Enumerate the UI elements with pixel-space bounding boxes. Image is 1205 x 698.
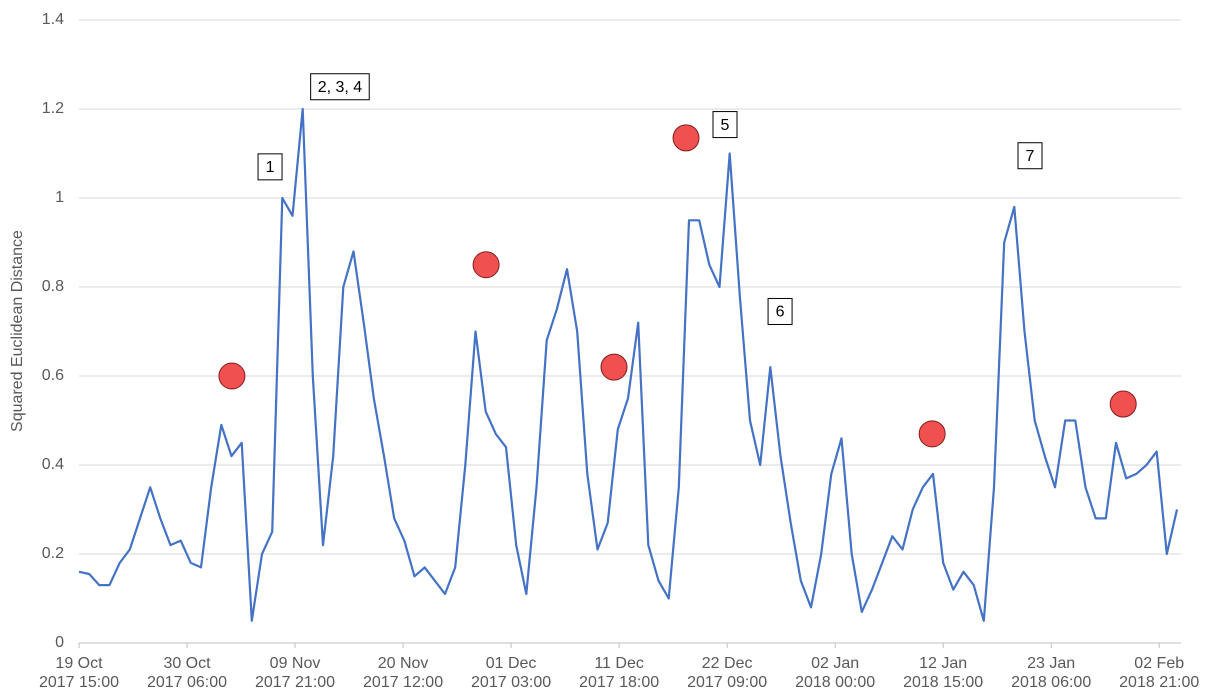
- x-tick-label: 11 Dec 2017 18:00: [579, 655, 660, 691]
- y-axis-label: Squared Euclidean Distance: [9, 230, 26, 432]
- annotation: 2, 3, 4: [318, 79, 363, 96]
- annotation-box: [712, 111, 738, 139]
- x-tick-label: 02 Feb 2018 21:00: [1119, 655, 1200, 691]
- x-tick-label: 23 Jan 2018 06:00: [1011, 655, 1092, 691]
- annotation-box: [767, 297, 793, 325]
- y-tick-label: 1: [55, 189, 64, 206]
- y-tick-label: 0.2: [42, 545, 64, 562]
- y-tick-label: 0.6: [42, 367, 64, 384]
- x-tick-label: 09 Nov 2017 21:00: [254, 655, 336, 691]
- y-tick-label: 1.4: [42, 11, 64, 28]
- marker: [918, 420, 946, 448]
- y-tick-label: 0.8: [42, 278, 64, 295]
- y-tick-label: 1.2: [42, 100, 64, 117]
- annotation: 1: [266, 159, 275, 176]
- y-tick-label: 0.4: [42, 456, 64, 473]
- x-tick-label: 30 Oct 2017 06:00: [146, 655, 228, 691]
- x-tick-label: 12 Jan 2018 15:00: [903, 655, 984, 691]
- annotation-box: [310, 73, 370, 101]
- marker: [672, 124, 700, 152]
- marker: [600, 353, 628, 381]
- annotation-box: [1017, 142, 1043, 170]
- marker: [1109, 390, 1137, 418]
- annotation: 6: [776, 304, 785, 321]
- annotation-box: [257, 153, 283, 181]
- x-tick-label: 22 Dec 2017 09:00: [687, 655, 768, 691]
- marker: [218, 362, 246, 390]
- y-tick-label: 0: [55, 634, 64, 651]
- marker: [472, 251, 500, 279]
- x-tick-label: 19 Oct 2017 15:00: [38, 655, 120, 691]
- annotation: 5: [721, 117, 730, 134]
- line: [78, 107, 1179, 622]
- x-tick-label: 01 Dec 2017 03:00: [471, 655, 552, 691]
- x-tick-label: 20 Nov 2017 12:00: [363, 655, 444, 691]
- x-tick-label: 02 Jan 2018 00:00: [795, 655, 876, 691]
- annotation: 7: [1026, 148, 1035, 165]
